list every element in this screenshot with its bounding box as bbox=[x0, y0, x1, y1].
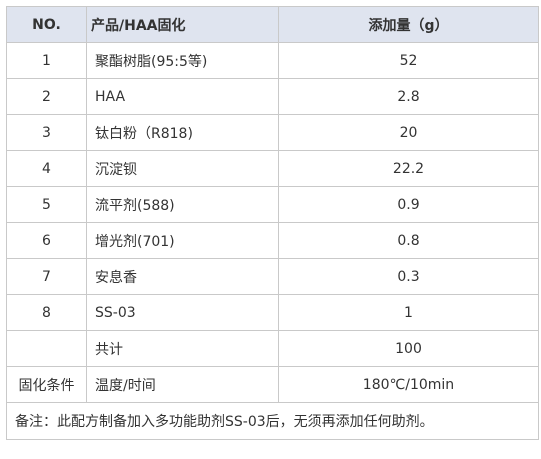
cure-condition-label: 固化条件 bbox=[6, 366, 87, 403]
row-amount: 0.3 bbox=[278, 258, 539, 295]
note-text: 备注：此配方制备加入多功能助剂SS-03后，无须再添加任何助剂。 bbox=[6, 402, 539, 440]
table-row: 3 钛白粉（R818) 20 bbox=[6, 114, 539, 151]
cure-condition-value: 180℃/10min bbox=[278, 366, 539, 403]
header-amount: 添加量（g） bbox=[278, 6, 539, 43]
row-no: 6 bbox=[6, 222, 87, 259]
row-no: 4 bbox=[6, 150, 87, 187]
table-row: 6 增光剂(701) 0.8 bbox=[6, 222, 539, 259]
table-header-row: NO. 产品/HAA固化 添加量（g） bbox=[6, 6, 539, 43]
header-product: 产品/HAA固化 bbox=[86, 6, 279, 43]
row-no: 2 bbox=[6, 78, 87, 115]
cure-condition-param: 温度/时间 bbox=[86, 366, 279, 403]
total-amount: 100 bbox=[278, 330, 539, 367]
formula-table-container: NO. 产品/HAA固化 添加量（g） 1 聚酯树脂(95:5等) 52 2 H… bbox=[6, 6, 539, 440]
total-label: 共计 bbox=[86, 330, 279, 367]
row-amount: 52 bbox=[278, 42, 539, 79]
table-row: 2 HAA 2.8 bbox=[6, 78, 539, 115]
header-no: NO. bbox=[6, 6, 87, 43]
table-row: 4 沉淀钡 22.2 bbox=[6, 150, 539, 187]
row-name: SS-03 bbox=[86, 294, 279, 331]
total-no bbox=[6, 330, 87, 367]
row-no: 3 bbox=[6, 114, 87, 151]
table-row: 5 流平剂(588) 0.9 bbox=[6, 186, 539, 223]
row-amount: 0.8 bbox=[278, 222, 539, 259]
formula-table: NO. 产品/HAA固化 添加量（g） 1 聚酯树脂(95:5等) 52 2 H… bbox=[6, 6, 539, 440]
table-row: 1 聚酯树脂(95:5等) 52 bbox=[6, 42, 539, 79]
table-row: 7 安息香 0.3 bbox=[6, 258, 539, 295]
row-amount: 0.9 bbox=[278, 186, 539, 223]
row-name: 聚酯树脂(95:5等) bbox=[86, 42, 279, 79]
row-no: 5 bbox=[6, 186, 87, 223]
row-name: 增光剂(701) bbox=[86, 222, 279, 259]
note-row: 备注：此配方制备加入多功能助剂SS-03后，无须再添加任何助剂。 bbox=[6, 402, 539, 440]
row-amount: 2.8 bbox=[278, 78, 539, 115]
row-amount: 20 bbox=[278, 114, 539, 151]
row-name: 安息香 bbox=[86, 258, 279, 295]
row-no: 7 bbox=[6, 258, 87, 295]
total-row: 共计 100 bbox=[6, 330, 539, 367]
row-amount: 1 bbox=[278, 294, 539, 331]
row-name: 钛白粉（R818) bbox=[86, 114, 279, 151]
row-amount: 22.2 bbox=[278, 150, 539, 187]
row-no: 8 bbox=[6, 294, 87, 331]
row-name: HAA bbox=[86, 78, 279, 115]
cure-condition-row: 固化条件 温度/时间 180℃/10min bbox=[6, 366, 539, 403]
row-name: 流平剂(588) bbox=[86, 186, 279, 223]
row-name: 沉淀钡 bbox=[86, 150, 279, 187]
table-row: 8 SS-03 1 bbox=[6, 294, 539, 331]
row-no: 1 bbox=[6, 42, 87, 79]
